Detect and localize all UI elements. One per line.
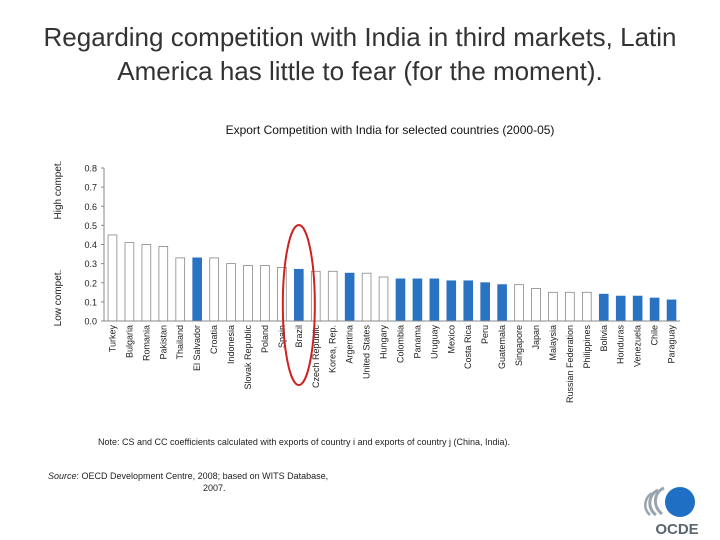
- x-tick-label: Argentina: [345, 325, 355, 364]
- bar-czech-republic: [310, 270, 321, 322]
- bar-uruguay: [429, 278, 440, 322]
- bar-guatemala: [497, 284, 507, 322]
- x-axis-labels: Turkey Bulgaria Romania Pakistan Thailand El …: [107, 325, 676, 404]
- x-tick-label: Peru: [480, 325, 490, 344]
- bar-slovak-republic: [243, 265, 253, 322]
- bar-russian-federation: [565, 291, 575, 322]
- bar-mexico: [446, 280, 457, 322]
- oecd-logo-icon: [644, 486, 695, 517]
- chart-title: Export Competition with India for select…: [225, 123, 555, 137]
- bar-series: [107, 234, 677, 322]
- x-tick-label: Turkey: [107, 325, 117, 353]
- slide-title: Regarding competition with India in thir…: [43, 22, 677, 86]
- y-axis-label-low: Low compet.: [53, 270, 64, 327]
- bar-panama: [412, 278, 423, 322]
- x-tick-label: Mexico: [446, 325, 456, 354]
- y-tick-label: 0.1: [84, 297, 97, 307]
- x-tick-label: Spain: [277, 325, 287, 348]
- x-tick-label: Honduras: [616, 325, 626, 365]
- y-tick-label: 0.7: [84, 183, 97, 193]
- bar-croatia: [209, 257, 219, 322]
- x-tick-label: Guatemala: [497, 325, 507, 369]
- source-label: Source: [48, 471, 77, 481]
- bar-korea-rep: [327, 270, 338, 322]
- x-tick-label: Pakistan: [158, 325, 168, 360]
- bar-spain: [277, 267, 287, 322]
- bar-singapore: [514, 284, 524, 322]
- bar-paraguay: [666, 299, 677, 322]
- y-tick-label: 0.8: [84, 164, 97, 174]
- bar-chile: [649, 297, 660, 322]
- bar-united-states: [361, 272, 372, 322]
- bar-argentina: [344, 272, 355, 322]
- y-tick-label: 0.2: [84, 278, 97, 288]
- bar-hungary: [378, 276, 389, 322]
- y-axis-label-high: High compet.: [53, 161, 64, 220]
- oecd-logo-text: OCDE: [655, 521, 698, 537]
- bar-bulgaria: [124, 242, 135, 322]
- bar-romania: [141, 244, 152, 322]
- y-tick-label: 0.6: [84, 202, 97, 212]
- x-tick-label: Korea, Rep.: [328, 325, 338, 373]
- x-tick-label: Panama: [412, 325, 422, 359]
- x-tick-label: Costa Rica: [463, 325, 473, 369]
- x-tick-label: Hungary: [379, 325, 389, 360]
- bar-poland: [260, 265, 270, 322]
- y-axis-ticks: 0.0 0.1 0.2 0.3 0.4 0.5 0.6 0.7 0.8: [84, 164, 104, 327]
- chart-note: Note: CS and CC coefficients calculated …: [98, 437, 511, 447]
- x-tick-label: Croatia: [209, 325, 219, 354]
- bar-pakistan: [158, 246, 169, 322]
- bar-bolivia: [598, 293, 609, 322]
- x-tick-label: Colombia: [395, 325, 405, 363]
- bar-costa-rica: [463, 280, 474, 322]
- x-tick-label: Romania: [141, 325, 151, 361]
- bar-turkey: [107, 234, 118, 322]
- brazil-highlight-ellipse: [281, 224, 316, 386]
- source-text: : OECD Development Centre, 2008; based o…: [76, 471, 329, 481]
- bar-colombia: [395, 278, 406, 322]
- x-tick-label: Venezuela: [633, 325, 643, 367]
- x-tick-label: Singapore: [514, 325, 524, 366]
- x-tick-label: Japan: [531, 325, 541, 350]
- y-tick-label: 0.5: [84, 221, 97, 231]
- x-tick-label: Paraguay: [667, 325, 677, 364]
- x-tick-label: Indonesia: [226, 325, 236, 364]
- bar-philippines: [582, 291, 592, 322]
- source-year: 2007.: [203, 483, 226, 493]
- x-tick-label: Slovak Republic: [243, 325, 253, 390]
- bar-japan: [531, 288, 541, 322]
- x-tick-label: Poland: [260, 325, 270, 353]
- x-tick-label: Bulgaria: [124, 325, 134, 358]
- bar-indonesia: [226, 263, 236, 322]
- x-tick-label: Thailand: [175, 325, 185, 360]
- oecd-logo: OCDE: [644, 486, 699, 537]
- bar-peru: [480, 282, 490, 322]
- x-tick-label: Philippines: [582, 325, 592, 369]
- bar-el-salvador: [192, 257, 202, 322]
- x-tick-label: Malaysia: [548, 325, 558, 361]
- y-tick-label: 0.3: [84, 259, 97, 269]
- x-tick-label: United States: [362, 325, 372, 380]
- bar-thailand: [175, 257, 186, 322]
- source-note: Source: OECD Development Centre, 2008; b…: [48, 470, 408, 494]
- bar-honduras: [615, 295, 626, 322]
- x-tick-label: Chile: [650, 325, 660, 346]
- x-tick-label: Russian Federation: [565, 325, 575, 403]
- x-tick-label: Czech Republic: [311, 325, 321, 389]
- bar-brazil: [294, 268, 304, 322]
- x-tick-label: Brazil: [294, 325, 304, 348]
- bar-venezuela: [632, 295, 643, 322]
- x-tick-label: Uruguay: [429, 325, 439, 360]
- y-tick-label: 0.4: [84, 240, 97, 250]
- y-tick-label: 0.0: [84, 317, 97, 327]
- x-tick-label: El Salvador: [192, 325, 202, 371]
- bar-malaysia: [548, 291, 558, 322]
- x-tick-label: Bolivia: [599, 325, 609, 352]
